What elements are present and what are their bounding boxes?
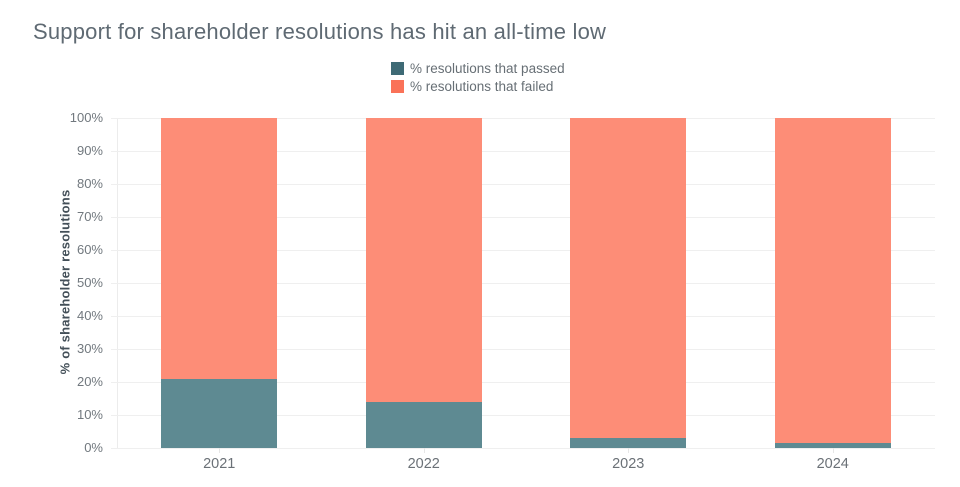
legend-swatch-passed-icon (391, 62, 404, 75)
x-axis-tick (628, 448, 630, 453)
legend: % resolutions that passed % resolutions … (391, 61, 565, 94)
gridline (111, 150, 935, 152)
gridline (111, 348, 935, 350)
bar-segment-2022 (365, 401, 482, 448)
legend-item-failed: % resolutions that failed (391, 79, 565, 94)
chart-title: Support for shareholder resolutions has … (33, 19, 607, 44)
y-tick-label: 100% (69, 110, 103, 125)
bar-segment-2024 (774, 118, 891, 444)
bar-segment-2021 (161, 118, 278, 379)
legend-label-failed: % resolutions that failed (410, 79, 554, 94)
x-axis-tick (832, 448, 834, 453)
gridline (111, 414, 935, 416)
gridline (111, 282, 935, 284)
legend-item-passed: % resolutions that passed (391, 61, 565, 76)
legend-swatch-failed-icon (391, 80, 404, 93)
gridline (111, 315, 935, 317)
y-tick-label: 60% (76, 242, 103, 257)
bar-segment-2024 (774, 443, 891, 448)
bar-segment-2023 (570, 438, 687, 448)
y-tick-label: 90% (76, 143, 103, 158)
gridline (111, 381, 935, 383)
y-tick-label: 30% (76, 341, 103, 356)
gridline (111, 447, 935, 449)
x-tick-label-2024: 2024 (816, 456, 849, 472)
bar-segment-2022 (365, 118, 482, 402)
gridline (111, 117, 935, 119)
plot-wrap: 0% 10% 20% 30% 40% 50% 60% 70% 80% 90% 100% 2021 202… (70, 110, 935, 472)
bar-segment-2021 (161, 378, 278, 448)
gridline (111, 249, 935, 251)
x-axis-tick (219, 448, 221, 453)
y-tick-label: 50% (76, 275, 103, 290)
y-tick-label: 40% (76, 308, 103, 323)
y-tick-label: 70% (76, 209, 103, 224)
bar-segment-2023 (570, 118, 687, 439)
x-tick-label-2022: 2022 (407, 456, 440, 472)
y-tick-label: 10% (76, 407, 103, 422)
y-tick-label: 80% (76, 176, 103, 191)
x-tick-label-2023: 2023 (612, 456, 645, 472)
x-tick-label-2021: 2021 (203, 456, 236, 472)
y-tick-label: 20% (76, 374, 103, 389)
x-axis-tick (423, 448, 425, 453)
y-tick-label: 0% (84, 440, 103, 455)
gridline (111, 183, 935, 185)
legend-label-passed: % resolutions that passed (410, 61, 565, 76)
gridline (111, 216, 935, 218)
plot-area: 0% 10% 20% 30% 40% 50% 60% 70% 80% 90% 100% 2021 202… (70, 110, 935, 472)
